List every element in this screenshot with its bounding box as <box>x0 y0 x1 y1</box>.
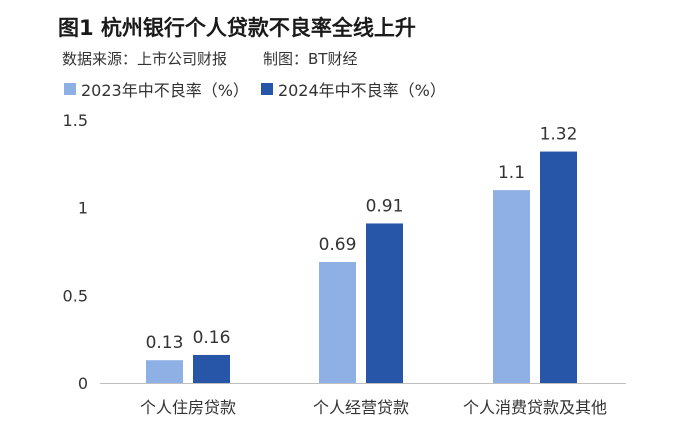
legend-swatch-2024 <box>260 83 273 95</box>
data-label-2024-2: 1.32 <box>540 125 578 145</box>
legend-swatch-2023 <box>64 83 76 95</box>
bar-2024-2 <box>540 151 577 383</box>
x-tick-label-1: 个人经营贷款 <box>313 398 409 417</box>
legend-item-2024: 2024年中不良率（%） <box>260 77 446 101</box>
chart-credit: 制图：BT财经 <box>263 50 358 68</box>
bar-2023-0 <box>146 360 183 383</box>
y-tick-label-1: 0.5 <box>63 286 88 305</box>
legend-label-2024: 2024年中不良率（%） <box>277 81 446 100</box>
chart-title: 图1 杭州银行个人贷款不良率全线上升 <box>58 16 416 40</box>
legend-label-2023: 2023年中不良率（%） <box>81 81 249 100</box>
bar-2023-1 <box>319 262 356 383</box>
data-label-2024-1: 0.91 <box>366 196 404 216</box>
data-label-2024-0: 0.16 <box>193 328 231 348</box>
source-line: 数据来源：上市公司财报 制图：BT财经 <box>62 48 357 69</box>
data-source: 数据来源：上市公司财报 <box>62 50 228 68</box>
x-tick-label-0: 个人住房贷款 <box>140 398 236 417</box>
bar-2023-2 <box>493 190 530 383</box>
bar-2024-1 <box>366 223 403 383</box>
y-tick-label-2: 1 <box>78 199 88 218</box>
data-label-2023-0: 0.13 <box>146 333 184 353</box>
y-tick-label-0: 0 <box>78 374 88 393</box>
bar-2024-0 <box>193 354 230 383</box>
legend: 2023年中不良率（%） 2024年中不良率（%） <box>64 77 458 101</box>
legend-item-2023: 2023年中不良率（%） <box>64 77 249 101</box>
x-tick-label-2: 个人消费贷款及其他 <box>463 398 607 417</box>
data-label-2023-2: 1.1 <box>498 163 525 183</box>
y-tick-label-3: 1.5 <box>63 111 88 130</box>
data-label-2023-1: 0.69 <box>319 235 357 255</box>
